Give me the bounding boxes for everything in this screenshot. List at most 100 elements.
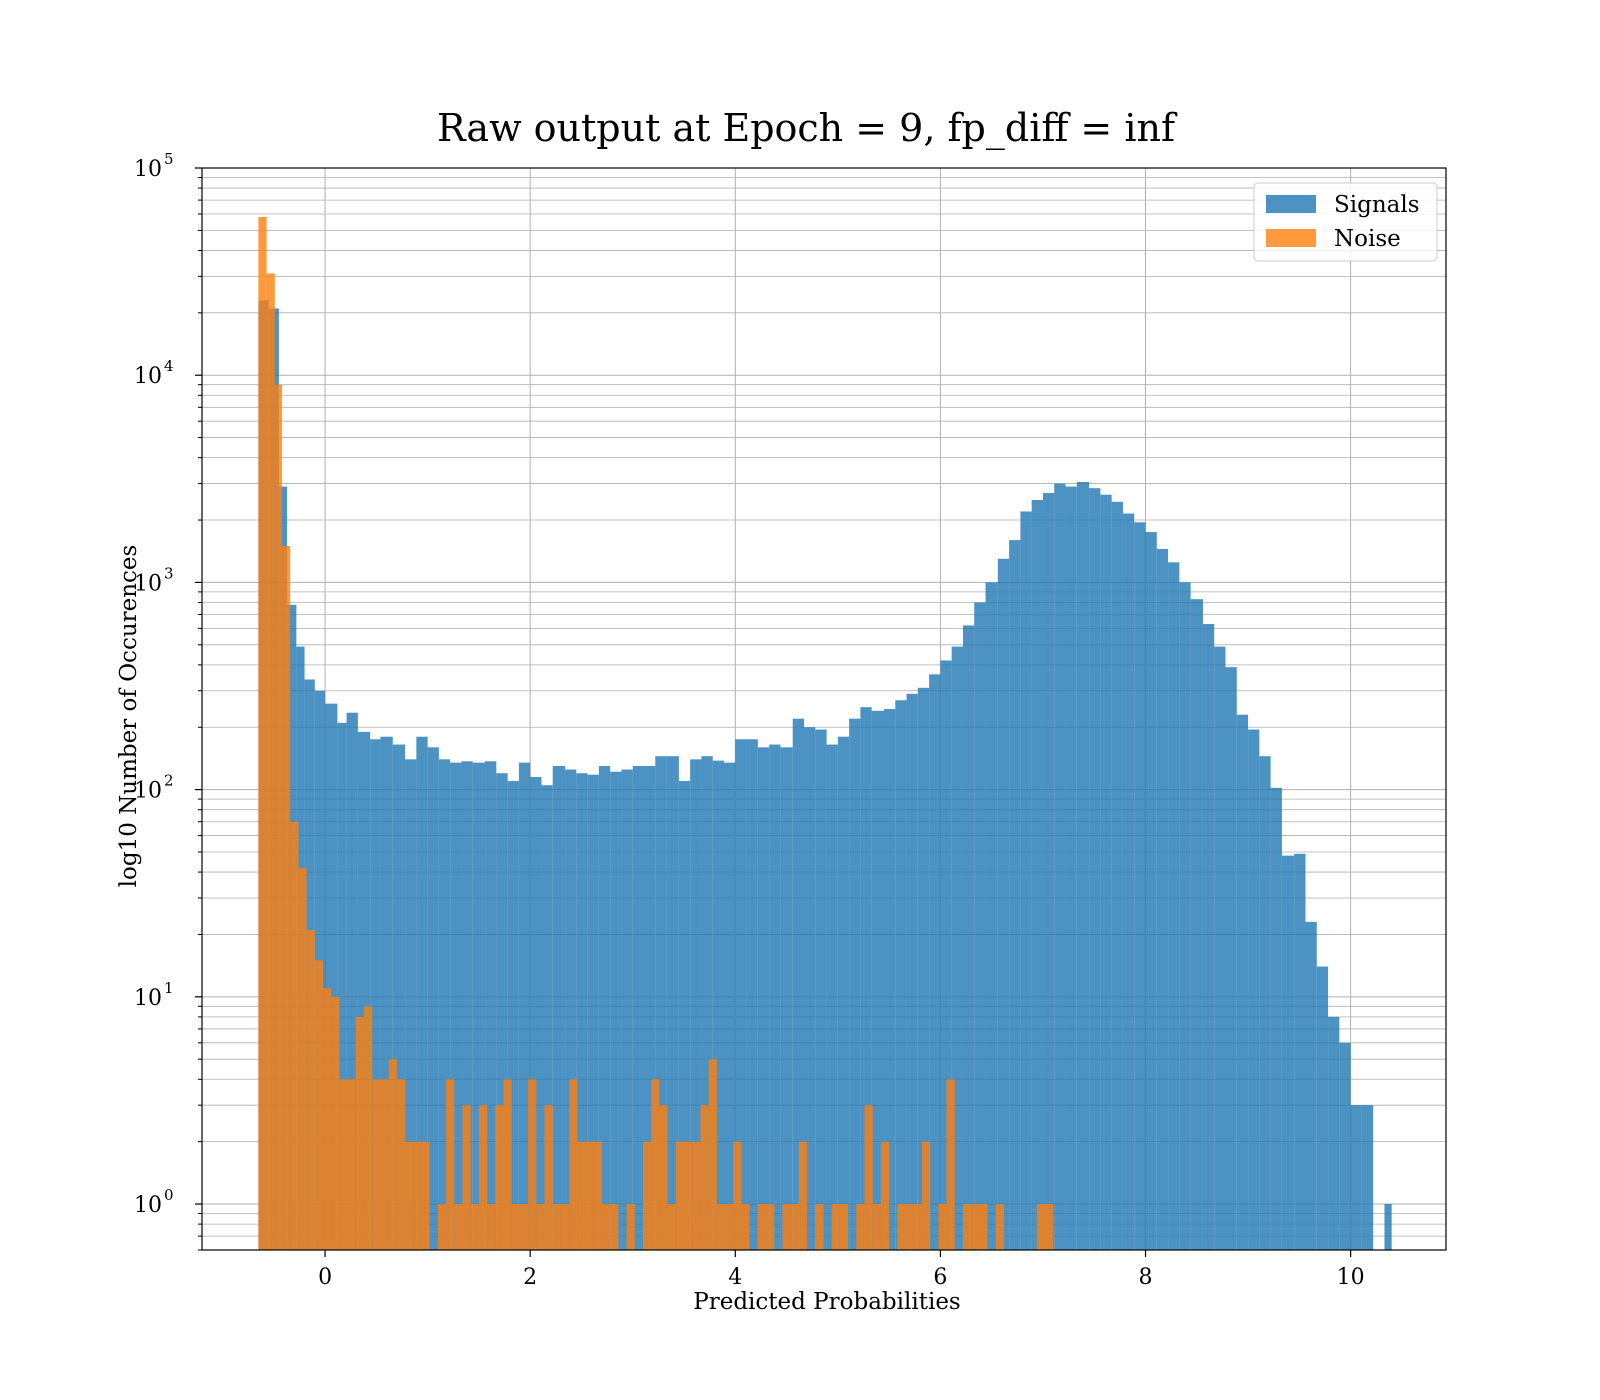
bar-noise bbox=[798, 1141, 808, 1250]
bar-noise bbox=[478, 1105, 488, 1250]
y-axis-label: log10 Number of Occurences bbox=[116, 545, 142, 888]
bar-noise bbox=[962, 1204, 972, 1250]
bar-signals bbox=[1020, 511, 1032, 1251]
bar-noise bbox=[355, 1016, 365, 1250]
bar-signals bbox=[849, 718, 861, 1250]
bar-noise bbox=[274, 384, 282, 1250]
bar-signals bbox=[518, 762, 531, 1250]
bar-noise bbox=[306, 930, 315, 1250]
x-tick-label: 6 bbox=[933, 1265, 947, 1290]
bar-signals bbox=[1384, 1204, 1392, 1250]
bar-signals bbox=[724, 762, 736, 1250]
legend-label-signals: Signals bbox=[1334, 192, 1420, 218]
bar-noise bbox=[454, 1204, 463, 1250]
series-noise bbox=[258, 217, 1054, 1251]
y-tick-exponent: 4 bbox=[164, 357, 174, 375]
bar-noise bbox=[946, 1079, 955, 1250]
bar-noise bbox=[331, 996, 340, 1250]
bar-noise bbox=[725, 1204, 734, 1250]
bar-signals bbox=[1009, 540, 1021, 1250]
bar-noise bbox=[692, 1141, 701, 1250]
y-tick-exponent: 2 bbox=[164, 772, 174, 790]
bar-signals bbox=[997, 558, 1010, 1250]
bar-signals bbox=[871, 710, 884, 1250]
bar-noise bbox=[347, 1079, 356, 1250]
bar-signals bbox=[906, 693, 918, 1250]
bar-noise bbox=[421, 1141, 430, 1250]
bar-noise bbox=[396, 1079, 406, 1250]
bar-noise bbox=[544, 1105, 553, 1250]
bar-noise bbox=[372, 1079, 381, 1250]
bar-signals bbox=[346, 712, 358, 1250]
bar-signals bbox=[450, 762, 462, 1250]
bar-signals bbox=[974, 602, 986, 1250]
bar-noise bbox=[258, 217, 267, 1251]
bar-signals bbox=[1190, 599, 1203, 1250]
y-tick-label: 10 bbox=[134, 1193, 162, 1218]
bar-signals bbox=[1179, 582, 1191, 1250]
bar-noise bbox=[281, 545, 291, 1250]
bar-signals bbox=[1122, 513, 1135, 1250]
bar-signals bbox=[985, 582, 998, 1250]
x-tick-label: 8 bbox=[1139, 1265, 1153, 1290]
bar-noise bbox=[872, 1204, 881, 1250]
bar-noise bbox=[766, 1204, 775, 1250]
bar-signals bbox=[940, 660, 952, 1250]
bar-noise bbox=[675, 1141, 685, 1250]
y-tick-exponent: 3 bbox=[164, 564, 174, 582]
bars bbox=[258, 217, 1392, 1251]
bar-signals bbox=[1339, 1042, 1351, 1250]
bar-signals bbox=[485, 761, 497, 1250]
bar-noise bbox=[839, 1204, 849, 1250]
bar-noise bbox=[519, 1204, 529, 1250]
bar-signals bbox=[1089, 488, 1101, 1250]
bar-noise bbox=[700, 1105, 709, 1250]
bar-noise bbox=[979, 1204, 988, 1250]
bar-signals bbox=[792, 718, 805, 1250]
bar-signals bbox=[1225, 667, 1237, 1250]
y-tick-label: 10 bbox=[134, 779, 162, 804]
x-tick-label: 4 bbox=[728, 1265, 742, 1290]
bar-signals bbox=[541, 785, 553, 1250]
bar-noise bbox=[323, 988, 332, 1250]
bar-signals bbox=[644, 766, 656, 1250]
bar-noise bbox=[651, 1079, 660, 1250]
bar-signals bbox=[746, 739, 758, 1250]
bar-noise bbox=[971, 1204, 980, 1250]
bar-signals bbox=[962, 625, 975, 1250]
bar-signals bbox=[837, 736, 850, 1250]
bar-signals bbox=[1100, 494, 1112, 1251]
bar-noise bbox=[266, 273, 275, 1250]
y-tick-label: 10 bbox=[134, 986, 162, 1011]
bar-signals bbox=[610, 771, 622, 1250]
legend: Signals Noise bbox=[1253, 182, 1438, 262]
y-tick-label: 10 bbox=[134, 571, 162, 596]
bar-noise bbox=[560, 1204, 570, 1250]
bar-noise bbox=[856, 1204, 865, 1250]
bar-signals bbox=[1294, 853, 1306, 1250]
bar-noise bbox=[585, 1141, 594, 1250]
bar-noise bbox=[528, 1079, 537, 1250]
bar-signals bbox=[815, 729, 827, 1250]
bar-signals bbox=[1134, 522, 1146, 1250]
bar-noise bbox=[503, 1079, 512, 1250]
chart-title: Raw output at Epoch = 9, fp_diff = inf bbox=[437, 106, 1178, 151]
bar-noise bbox=[684, 1141, 693, 1250]
plot-frame bbox=[201, 167, 1447, 1251]
bar-signals bbox=[895, 700, 907, 1250]
bar-noise bbox=[462, 1105, 471, 1250]
bar-signals bbox=[621, 769, 633, 1250]
bar-signals bbox=[690, 759, 702, 1250]
bar-noise bbox=[864, 1105, 873, 1250]
bar-signals bbox=[860, 707, 872, 1250]
bar-noise bbox=[536, 1204, 545, 1250]
bar-noise bbox=[659, 1105, 668, 1250]
bar-noise bbox=[339, 1079, 348, 1250]
bar-signals bbox=[1281, 855, 1295, 1250]
legend-swatch-signals bbox=[1266, 195, 1316, 213]
bar-noise bbox=[905, 1204, 914, 1250]
bar-signals bbox=[678, 781, 691, 1250]
bar-signals bbox=[1042, 493, 1055, 1250]
bar-noise bbox=[913, 1204, 922, 1250]
